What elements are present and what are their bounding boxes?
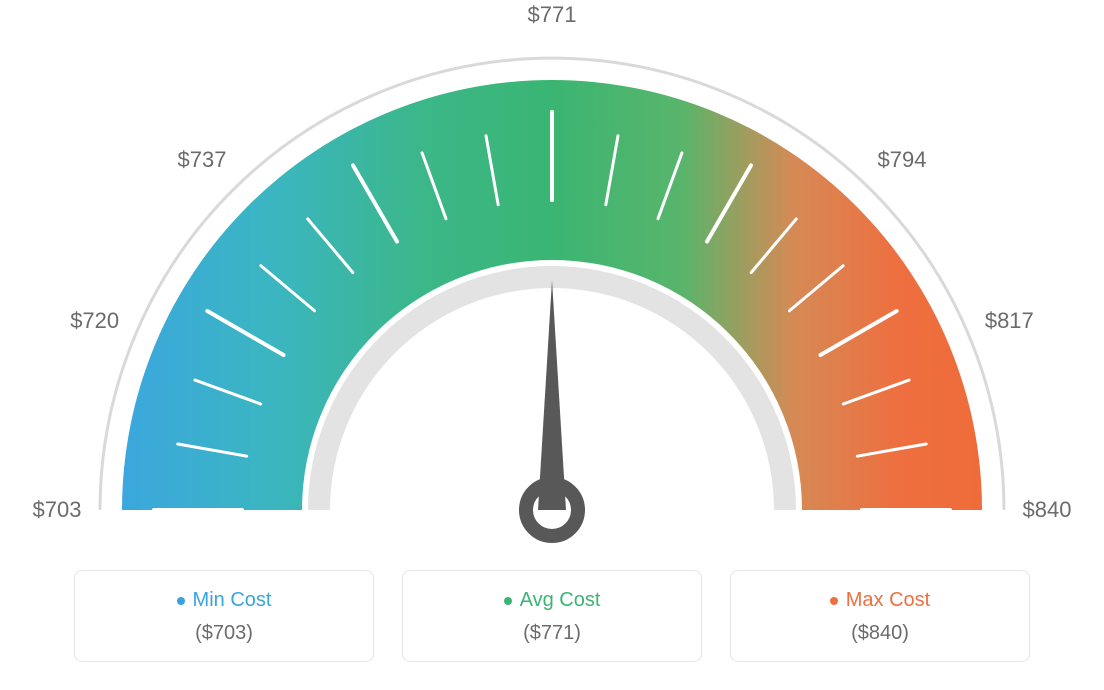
legend-min-value: ($703) [95,622,353,645]
gauge-chart: $703 $720 $737 $771 $794 $817 $840 [0,0,1104,560]
gauge-tick-label: $794 [878,147,927,173]
gauge-svg [0,0,1104,560]
legend-avg-value: ($771) [423,622,681,645]
gauge-tick-label: $720 [70,308,119,334]
gauge-tick-label: $703 [33,497,82,523]
legend-max-value: ($840) [751,622,1009,645]
gauge-tick-label: $737 [177,147,226,173]
legend-avg-title: Avg Cost [504,589,601,612]
legend-min-title: Min Cost [177,589,272,612]
gauge-tick-label: $840 [1023,497,1072,523]
gauge-tick-label: $817 [985,308,1034,334]
gauge-tick-label: $771 [528,2,577,28]
legend-max-card: Max Cost ($840) [730,570,1030,662]
legend-max-title: Max Cost [830,589,930,612]
legend-avg-card: Avg Cost ($771) [402,570,702,662]
legend-min-card: Min Cost ($703) [74,570,374,662]
legend-row: Min Cost ($703) Avg Cost ($771) Max Cost… [0,570,1104,662]
